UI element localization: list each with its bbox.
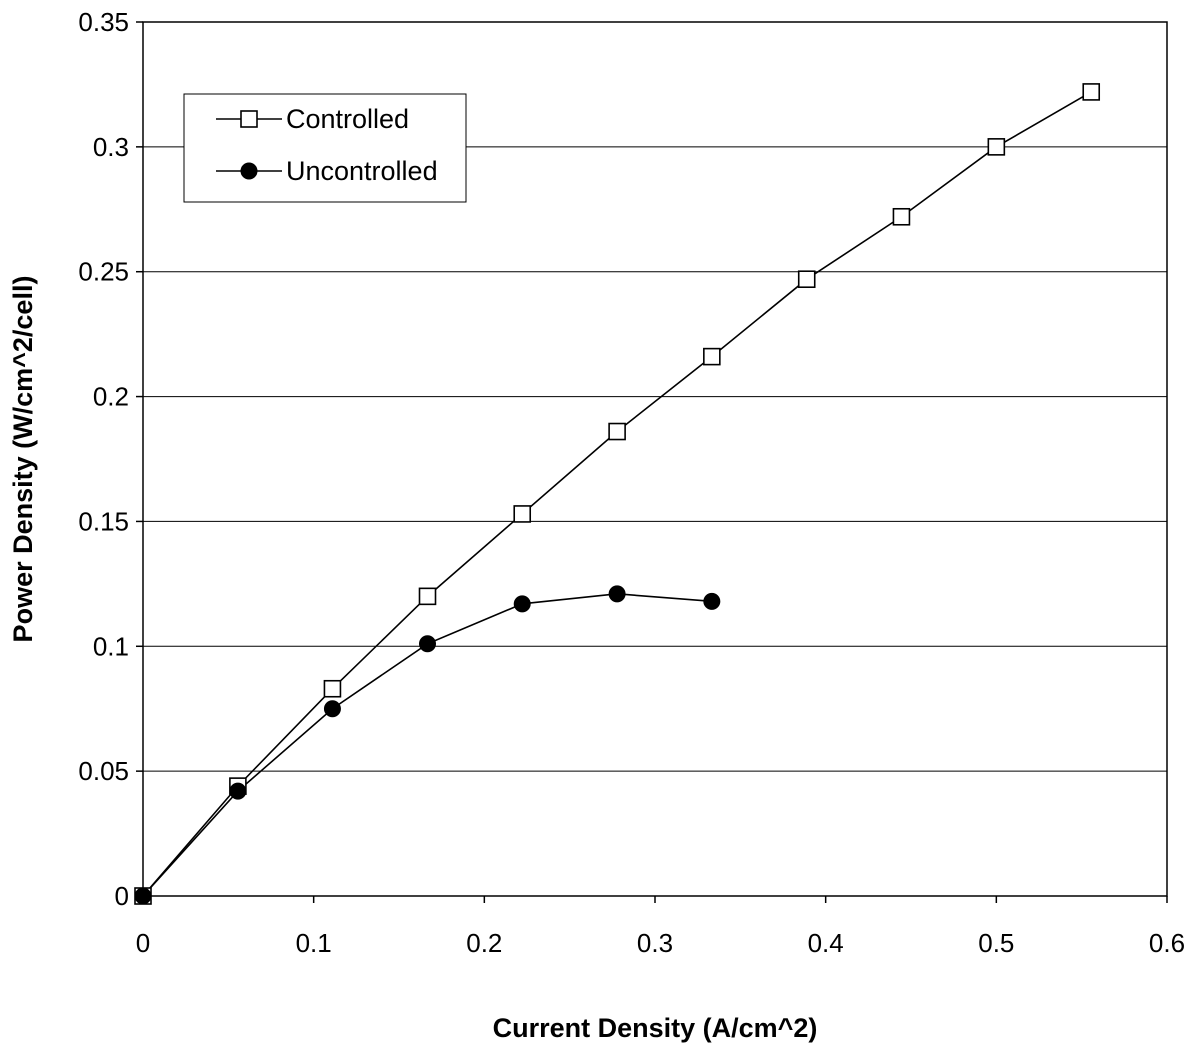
markers-controlled [134,83,1101,905]
legend-entry-uncontrolled: Uncontrolled [216,156,438,186]
legend-label-uncontrolled: Uncontrolled [286,156,438,186]
data-point-uncontrolled [513,595,531,613]
y-tick-label: 0 [115,881,129,911]
legend-box [183,93,467,203]
x-axis-title: Current Density (A/cm^2) [493,1013,818,1043]
legend-marker-uncontrolled [240,162,258,180]
series-layer [134,83,1101,905]
legend-label-controlled: Controlled [286,104,409,134]
data-point-controlled [1082,83,1101,101]
series-line-controlled [142,91,1092,897]
legend-items: Controlled Uncontrolled [216,104,438,186]
x-tick-label: 0.1 [296,928,332,958]
y-axis-title: Power Density (W/cm^2/cell) [8,276,38,643]
y-tick-label: 0.2 [93,382,129,412]
grid-layer [143,146,1167,772]
x-tick-label: 0.6 [1149,928,1185,958]
x-tick-label: 0.3 [637,928,673,958]
x-tick-label: 0 [136,928,150,958]
y-tick-label: 0.1 [93,631,129,661]
legend-entry-controlled: Controlled [216,104,409,134]
data-point-controlled [418,587,437,606]
data-point-uncontrolled [703,592,721,610]
legend-marker-controlled [240,110,258,128]
data-point-controlled [797,270,816,289]
y-tick-label: 0.15 [78,506,129,536]
data-point-controlled [513,505,532,523]
data-point-controlled [608,422,626,441]
data-point-uncontrolled [134,887,152,905]
x-tick-label: 0.4 [808,928,844,958]
x-tick-label: 0.5 [978,928,1014,958]
x-tick-label: 0.2 [466,928,502,958]
markers-uncontrolled [134,585,721,905]
data-point-uncontrolled [229,782,247,800]
data-point-controlled [987,138,1006,156]
series-controlled [142,91,1092,897]
legend: Controlled Uncontrolled [183,93,467,203]
y-tick-label: 0.3 [93,132,129,162]
y-tick-label: 0.35 [78,7,129,37]
data-point-controlled [703,347,721,366]
tick-layer: 0 0.05 0.1 0.15 0.2 0.25 0.3 0.35 0 0.1 0.2 0.3 0.4 0… [78,7,1185,958]
y-tick-label: 0.25 [78,257,129,287]
data-point-uncontrolled [419,635,437,653]
data-point-controlled [323,679,342,698]
data-point-controlled [892,207,911,226]
data-point-uncontrolled [608,585,626,603]
y-tick-label: 0.05 [78,756,129,786]
data-point-uncontrolled [323,700,341,718]
